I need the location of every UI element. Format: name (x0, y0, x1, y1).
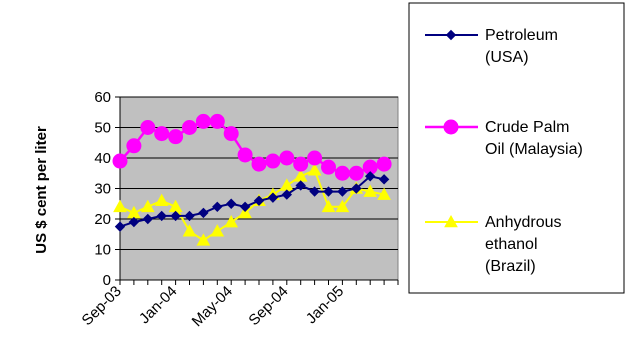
data-point-crude-palm-oil-malaysia (112, 153, 128, 169)
data-point-crude-palm-oil-malaysia (209, 113, 225, 129)
legend-marker-crude-palm-oil-malaysia (443, 119, 459, 135)
data-point-crude-palm-oil-malaysia (265, 153, 281, 169)
data-point-crude-palm-oil-malaysia (251, 156, 267, 172)
data-point-anhydrous-ethanol-brazil (113, 199, 127, 213)
data-point-petroleum-usa (378, 174, 390, 185)
legend: Petroleum (USA) Crude Palm Oil (Malaysia) An… (408, 2, 625, 294)
y-tick-label: 60 (94, 89, 111, 106)
y-tick-label: 0 (103, 272, 111, 289)
y-tick-label: 20 (94, 211, 111, 228)
data-point-crude-palm-oil-malaysia (334, 165, 350, 181)
legend-marker-anhydrous-ethanol-brazil (444, 214, 458, 228)
data-point-petroleum-usa (351, 183, 362, 194)
data-point-petroleum-usa (170, 210, 181, 222)
data-point-crude-palm-oil-malaysia (237, 147, 253, 163)
data-point-petroleum-usa (323, 186, 334, 197)
data-point-crude-palm-oil-malaysia (126, 138, 142, 154)
data-point-anhydrous-ethanol-brazil (196, 233, 211, 246)
plot-area: 0 10 20 30 40 50 60 Sep-03 Jan-04 May-04 Sep-04 Jan… (79, 89, 399, 330)
data-point-petroleum-usa (184, 210, 195, 222)
legend-label-anhydrous-ethanol-brazil: (Brazil) (485, 258, 536, 275)
data-point-anhydrous-ethanol-brazil (307, 163, 322, 176)
data-point-petroleum-usa (225, 198, 237, 209)
legend-label-anhydrous-ethanol-brazil: Anhydrous (485, 214, 562, 231)
data-point-petroleum-usa (142, 213, 154, 225)
data-point-petroleum-usa (295, 180, 306, 191)
data-point-crude-palm-oil-malaysia (182, 120, 197, 135)
data-point-crude-palm-oil-malaysia (307, 150, 323, 166)
data-point-petroleum-usa (156, 210, 167, 222)
y-tick-label: 50 (94, 120, 111, 137)
data-point-petroleum-usa (212, 201, 223, 213)
data-point-anhydrous-ethanol-brazil (377, 187, 391, 200)
data-point-crude-palm-oil-malaysia (223, 126, 239, 142)
data-point-crude-palm-oil-malaysia (279, 150, 295, 166)
y-tick-label: 30 (94, 181, 111, 198)
data-point-petroleum-usa (239, 201, 251, 213)
data-point-crude-palm-oil-malaysia (140, 120, 156, 135)
data-point-anhydrous-ethanol-brazil (238, 205, 252, 219)
data-point-crude-palm-oil-malaysia (293, 156, 309, 172)
x-tick-label: May-04 (189, 283, 236, 330)
data-point-petroleum-usa (198, 207, 209, 219)
legend-label-petroleum-usa: Petroleum (485, 27, 558, 44)
legend-label-crude-palm-oil-malaysia: Crude Palm (485, 119, 569, 136)
x-tick-label: Sep-04 (245, 283, 291, 329)
data-point-petroleum-usa (267, 192, 279, 203)
data-point-anhydrous-ethanol-brazil (321, 199, 336, 213)
data-point-petroleum-usa (281, 189, 293, 200)
x-tick-label: Jan-04 (136, 283, 180, 327)
data-point-anhydrous-ethanol-brazil (224, 215, 239, 228)
data-point-anhydrous-ethanol-brazil (154, 193, 169, 206)
data-point-anhydrous-ethanol-brazil (363, 184, 378, 197)
data-point-crude-palm-oil-malaysia (376, 156, 392, 172)
y-tick-label: 40 (94, 150, 111, 167)
data-point-crude-palm-oil-malaysia (321, 159, 336, 175)
x-tick-label: Sep-03 (79, 283, 125, 329)
y-axis-label: US $ cent per liter (33, 126, 50, 254)
legend-label-anhydrous-ethanol-brazil: ethanol (485, 236, 538, 253)
legend-marker-petroleum-usa (445, 29, 457, 41)
data-point-petroleum-usa (253, 195, 265, 206)
legend-label-petroleum-usa: (USA) (485, 49, 529, 66)
x-tick-label: Jan-05 (303, 283, 347, 327)
legend-box (408, 2, 625, 294)
data-point-petroleum-usa (364, 171, 376, 182)
data-point-petroleum-usa (309, 186, 320, 197)
data-point-anhydrous-ethanol-brazil (210, 224, 225, 237)
data-point-anhydrous-ethanol-brazil (335, 199, 350, 213)
y-tick-label: 10 (94, 242, 111, 259)
data-point-anhydrous-ethanol-brazil (182, 224, 197, 237)
data-point-crude-palm-oil-malaysia (168, 129, 184, 145)
data-point-petroleum-usa (337, 186, 348, 197)
data-point-anhydrous-ethanol-brazil (140, 199, 155, 213)
data-point-petroleum-usa (114, 221, 126, 232)
data-point-crude-palm-oil-malaysia (154, 126, 170, 142)
data-point-crude-palm-oil-malaysia (348, 165, 364, 181)
data-point-crude-palm-oil-malaysia (195, 113, 211, 129)
data-point-petroleum-usa (128, 216, 140, 228)
legend-label-crude-palm-oil-malaysia: Oil (Malaysia) (485, 141, 583, 158)
